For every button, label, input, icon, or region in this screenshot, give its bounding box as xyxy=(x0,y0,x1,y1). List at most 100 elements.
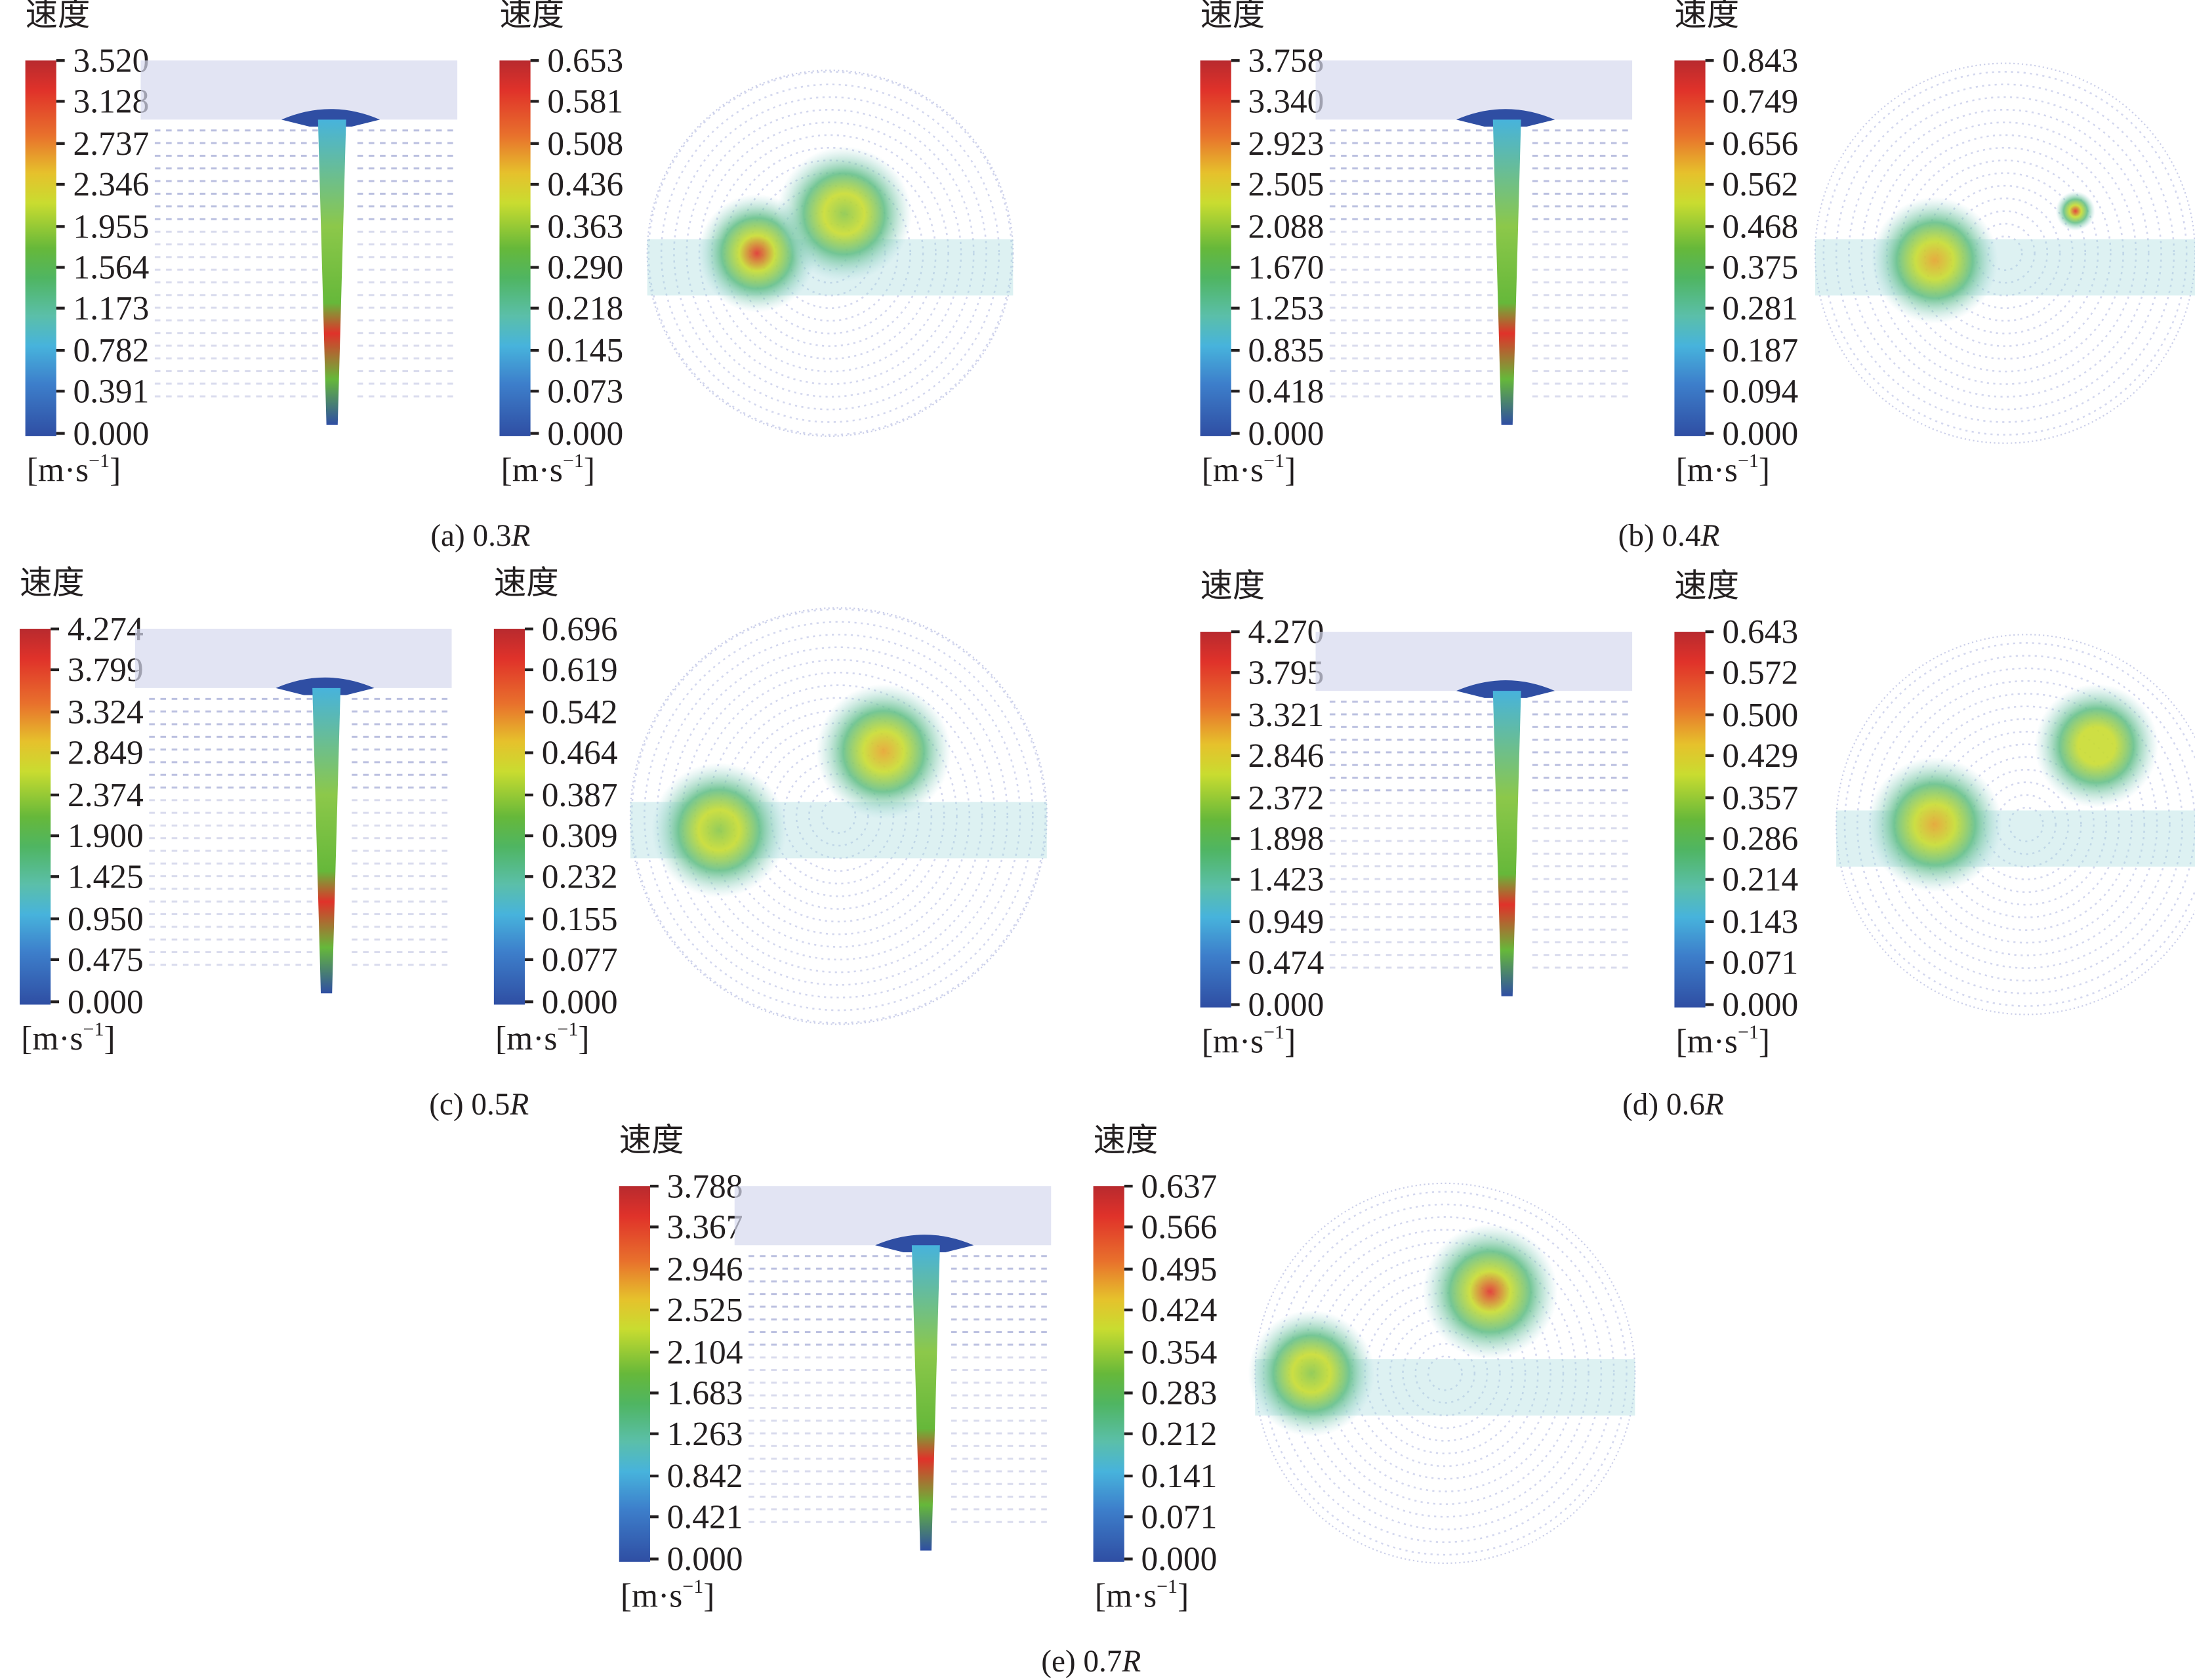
impeller-outflow xyxy=(875,1235,974,1252)
velocity-vector xyxy=(771,1444,777,1447)
velocity-vector xyxy=(962,1318,968,1321)
velocity-vector xyxy=(1622,344,1628,347)
velocity-vector xyxy=(267,167,274,170)
velocity-vector xyxy=(222,281,228,283)
velocity-vector xyxy=(182,824,189,827)
velocity-vector xyxy=(368,332,375,335)
velocity-vector xyxy=(228,773,234,776)
velocity-vector xyxy=(306,913,313,916)
velocity-vector xyxy=(1464,776,1471,779)
velocity-vector xyxy=(228,710,234,713)
velocity-vector xyxy=(1385,966,1392,969)
velocity-vector xyxy=(199,268,206,271)
velocity-vector xyxy=(1566,382,1572,385)
velocity-vector xyxy=(222,205,228,208)
velocity-vector xyxy=(1622,218,1628,220)
colorbar-tick-label: 0.835 xyxy=(1248,333,1324,370)
velocity-vector-ring xyxy=(1975,222,2036,284)
velocity-vector xyxy=(1030,1420,1036,1422)
velocity-vector xyxy=(441,862,448,865)
velocity-vector xyxy=(301,230,307,233)
velocity-vector xyxy=(194,735,200,738)
velocity-vector xyxy=(1476,713,1482,716)
velocity-vector xyxy=(1599,751,1606,754)
velocity-vector xyxy=(306,875,313,878)
velocity-vector xyxy=(1476,192,1482,195)
velocity-vector xyxy=(1442,840,1448,842)
velocity-vector xyxy=(1476,142,1482,144)
velocity-vector xyxy=(1431,966,1437,969)
velocity-vector xyxy=(408,735,414,738)
velocity-vector xyxy=(827,1458,833,1460)
velocity-vector xyxy=(1610,382,1617,385)
velocity-vector xyxy=(985,1458,991,1460)
colorbar-tick-label: 0.653 xyxy=(547,43,624,81)
velocity-vector xyxy=(1476,814,1482,817)
velocity-vector xyxy=(160,710,167,713)
velocity-vector xyxy=(1329,840,1336,842)
velocity-vector xyxy=(1007,1356,1014,1359)
velocity-vector xyxy=(1374,739,1381,741)
velocity-vector xyxy=(951,1406,957,1409)
velocity-vector xyxy=(1385,344,1392,347)
colorbar-tick-label: 1.898 xyxy=(1248,821,1324,859)
velocity-vector xyxy=(205,786,211,789)
colorbar-tick xyxy=(530,266,539,269)
velocity-vector xyxy=(974,1267,979,1270)
velocity-vector xyxy=(962,1496,968,1498)
velocity-vector xyxy=(228,862,234,865)
velocity-vector xyxy=(396,723,403,726)
velocity-vector xyxy=(182,735,189,738)
velocity-vector xyxy=(171,913,178,916)
velocity-vector xyxy=(1341,865,1347,868)
velocity-vector xyxy=(1374,802,1381,804)
velocity-vector xyxy=(861,1382,867,1384)
velocity-vector xyxy=(1610,129,1617,132)
velocity-vector xyxy=(1363,205,1369,208)
velocity-vector xyxy=(1555,180,1561,182)
velocity-vector xyxy=(295,926,302,928)
velocity-vector xyxy=(295,888,302,890)
colorbar-tick xyxy=(525,627,533,630)
velocity-vector xyxy=(1374,256,1381,258)
velocity-vector xyxy=(402,180,409,182)
velocity-vector xyxy=(1566,865,1572,868)
velocity-vector xyxy=(771,1483,777,1485)
velocity-vector xyxy=(1555,764,1561,766)
velocity-vector xyxy=(408,824,414,827)
velocity-vector xyxy=(771,1356,777,1359)
velocity-vector xyxy=(1397,332,1403,335)
velocity-vector xyxy=(1352,129,1358,132)
velocity-vector xyxy=(363,735,369,738)
colorbar-tick-label: 0.155 xyxy=(541,901,618,939)
velocity-vector xyxy=(385,964,392,966)
velocity-vector xyxy=(368,192,375,195)
velocity-vector xyxy=(295,735,302,738)
velocity-vector xyxy=(782,1368,789,1371)
velocity-vector xyxy=(1363,344,1369,347)
velocity-vector xyxy=(385,888,392,890)
caption-prefix: (d) 0.6 xyxy=(1622,1086,1705,1122)
velocity-vector xyxy=(430,773,436,776)
impeller-vortex xyxy=(1248,1309,1375,1437)
velocity-vector xyxy=(771,1255,777,1258)
velocity-vector xyxy=(883,1420,890,1422)
velocity-vector xyxy=(1599,230,1606,233)
velocity-vector xyxy=(1588,142,1595,144)
colorbar-tick-label: 1.564 xyxy=(73,250,150,287)
velocity-vector xyxy=(289,154,296,157)
velocity-vector xyxy=(985,1483,991,1485)
velocity-vector xyxy=(1420,129,1426,132)
velocity-vector xyxy=(895,1356,901,1359)
velocity-vector xyxy=(1385,954,1392,956)
unit-exponent: −1 xyxy=(1737,1023,1759,1044)
unit-base: m·s xyxy=(1687,1024,1738,1061)
colorbar-tick-label: 3.795 xyxy=(1248,656,1324,693)
jet-stream xyxy=(911,1245,940,1551)
colorbar-tick-label: 0.000 xyxy=(541,984,618,1021)
velocity-vector xyxy=(1577,878,1584,880)
velocity-vector xyxy=(1566,840,1572,842)
velocity-vector xyxy=(166,370,172,373)
velocity-vector xyxy=(234,294,239,297)
velocity-vector xyxy=(1476,726,1482,728)
